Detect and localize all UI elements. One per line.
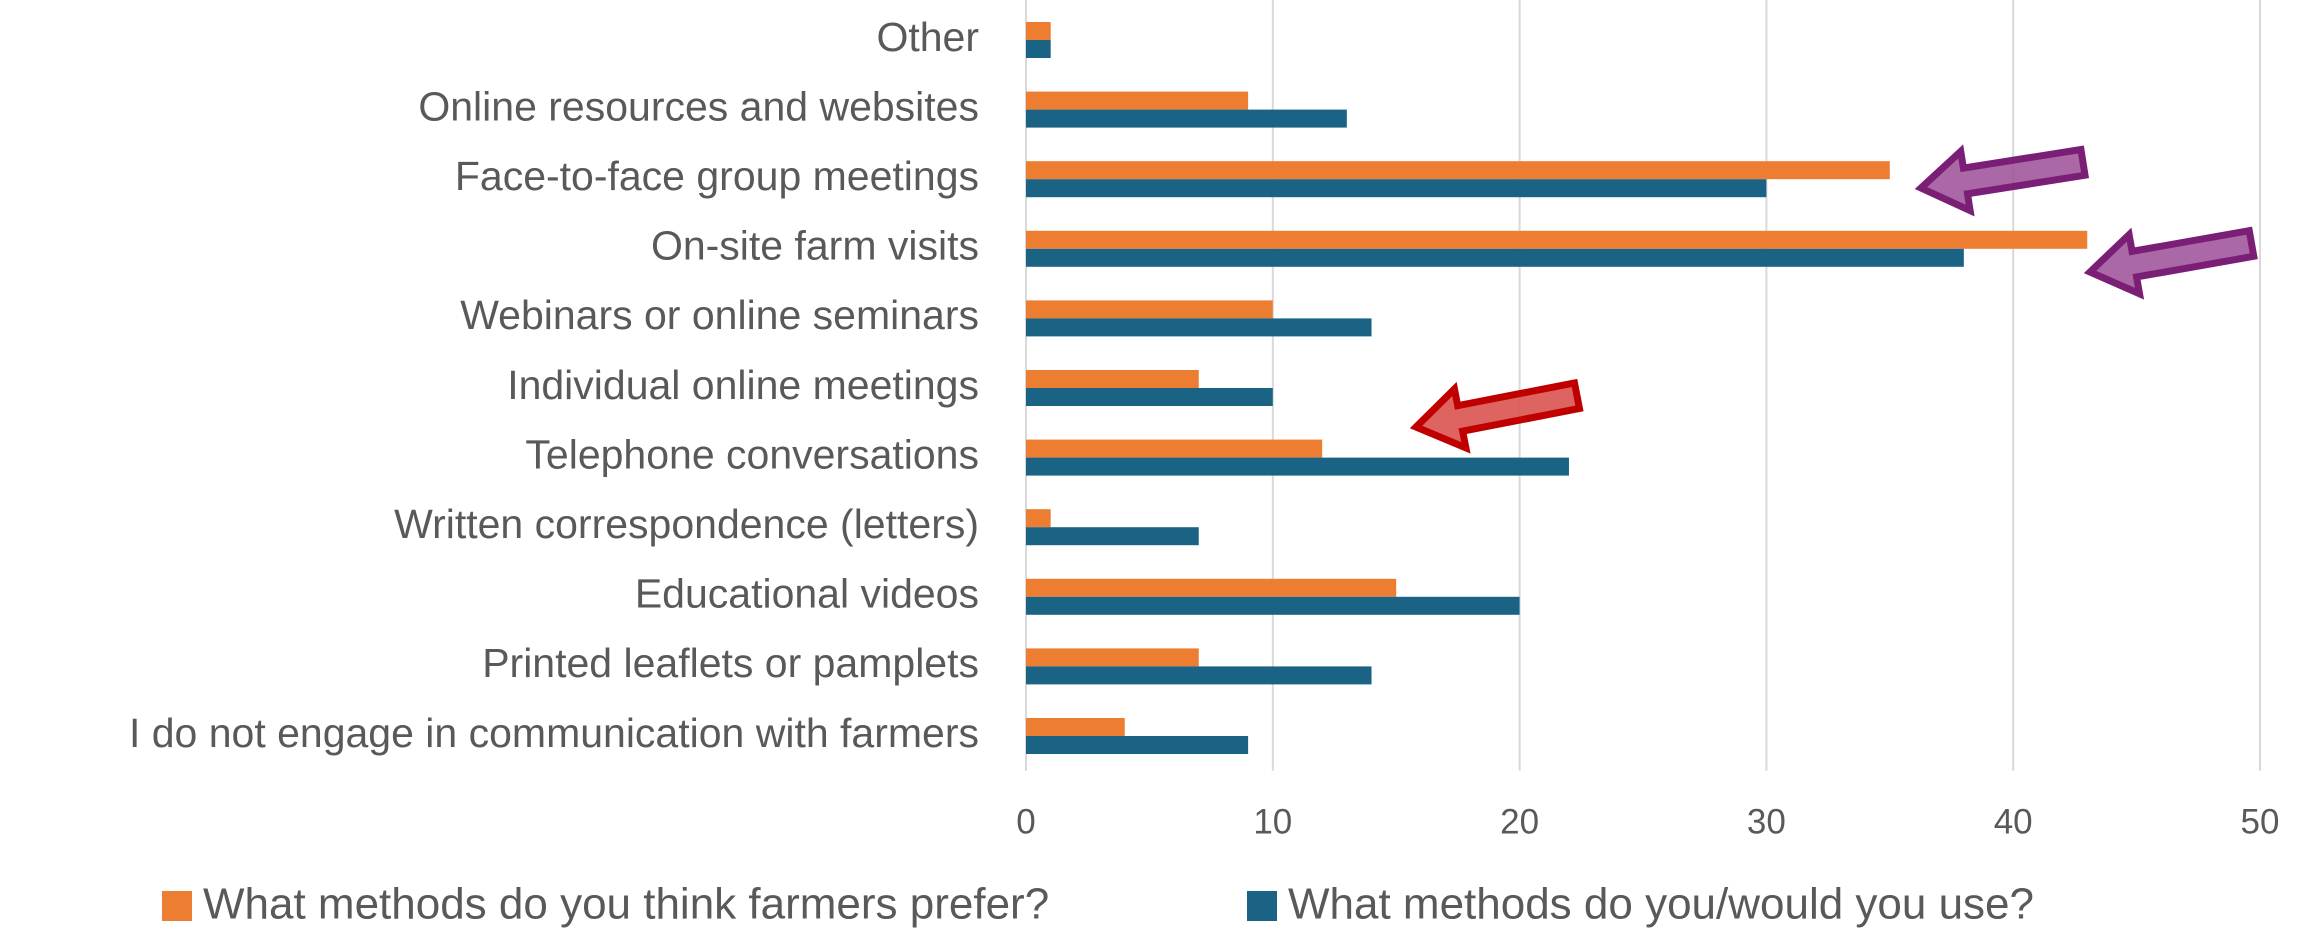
bar xyxy=(1026,648,1199,667)
category-label: Other xyxy=(876,14,979,60)
bar xyxy=(1026,91,1249,110)
x-tick-label: 0 xyxy=(1016,802,1035,841)
legend-label: What methods do you/would you use? xyxy=(1288,880,2034,929)
bar xyxy=(1026,718,1125,736)
category-label: On-site farm visits xyxy=(651,223,979,269)
bar xyxy=(1026,22,1051,40)
arrow xyxy=(1409,378,1584,454)
bar xyxy=(1026,179,1767,198)
category-label: Telephone conversations xyxy=(525,431,979,477)
bar xyxy=(1026,370,1199,388)
annotation-arrows xyxy=(1409,144,2258,454)
category-label: I do not engage in communication with fa… xyxy=(129,710,979,756)
arrow xyxy=(1914,144,2090,217)
category-label: Educational videos xyxy=(635,571,979,617)
category-label: Written correspondence (letters) xyxy=(394,501,979,547)
bars xyxy=(1026,22,2088,754)
legend-label: What methods do you think farmers prefer… xyxy=(203,880,1049,929)
bar xyxy=(1026,300,1273,319)
bar xyxy=(1026,388,1273,406)
bar xyxy=(1026,439,1323,458)
category-label: Face-to-face group meetings xyxy=(455,153,979,199)
x-tick-label: 50 xyxy=(2241,802,2280,841)
legend-swatch xyxy=(1247,891,1277,921)
category-label: Printed leaflets or pamplets xyxy=(482,640,979,686)
x-tick-label: 20 xyxy=(1500,802,1539,841)
bar xyxy=(1026,736,1249,754)
x-tick-label: 40 xyxy=(1994,802,2033,841)
category-label: Individual online meetings xyxy=(507,362,979,408)
bar xyxy=(1026,230,2088,249)
x-tick-label: 10 xyxy=(1253,802,1292,841)
bar xyxy=(1026,578,1397,597)
bar xyxy=(1026,40,1051,58)
bar xyxy=(1026,596,1520,615)
bar xyxy=(1026,666,1372,685)
category-label: Online resources and websites xyxy=(418,83,979,129)
x-tick-label: 30 xyxy=(1747,802,1786,841)
bar xyxy=(1026,109,1347,128)
arrow xyxy=(2083,226,2258,300)
bar xyxy=(1026,161,1890,180)
category-label: Webinars or online seminars xyxy=(460,292,979,338)
bar xyxy=(1026,318,1372,337)
legend-swatch xyxy=(162,891,192,921)
grid xyxy=(1025,0,2261,771)
bar xyxy=(1026,248,1964,267)
bar xyxy=(1026,457,1569,476)
bar xyxy=(1026,509,1051,528)
bar xyxy=(1026,527,1199,546)
